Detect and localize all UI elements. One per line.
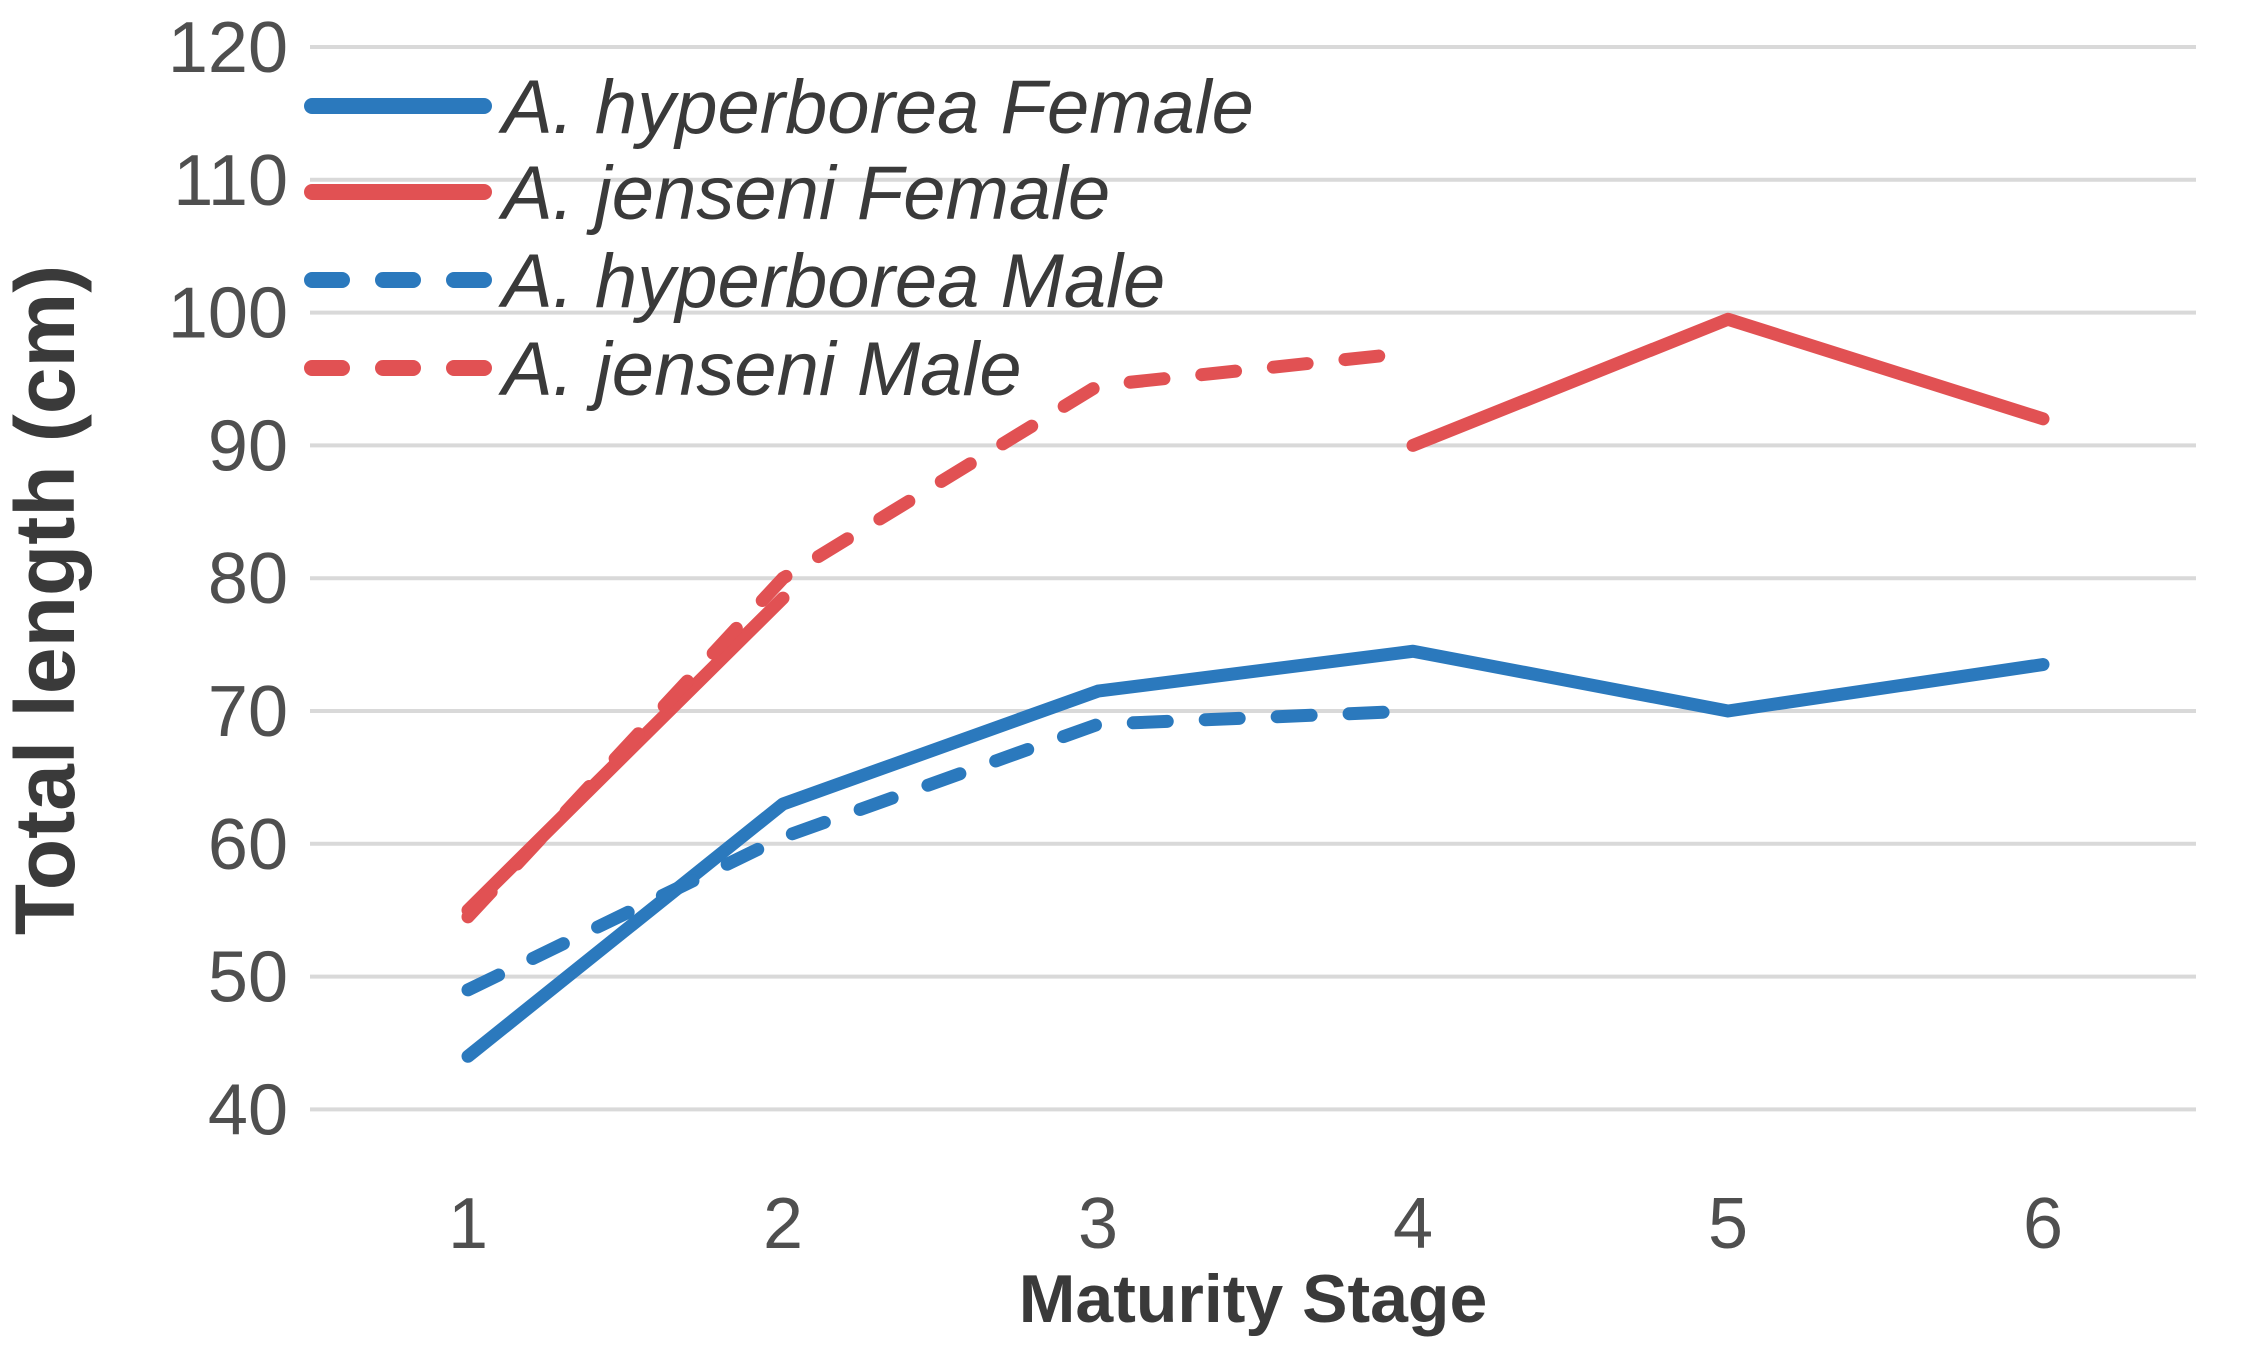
x-tick-label: 3 xyxy=(1078,1184,1118,1264)
x-tick-label: 6 xyxy=(2023,1184,2063,1264)
series-group xyxy=(461,312,2050,1063)
series-line-a-jenseni-female xyxy=(1406,312,2050,452)
y-tick-label: 80 xyxy=(208,539,288,619)
series-line-a-hyperborea-female xyxy=(461,644,2050,1063)
gridlines-group xyxy=(310,45,2196,1112)
x-tick-label: 5 xyxy=(1708,1184,1748,1264)
legend-item-label-a-jenseni-male: A. jenseni Male xyxy=(498,327,1022,412)
y-axis-title: Total length (cm) xyxy=(0,265,92,935)
y-tick-label: 100 xyxy=(168,274,288,354)
legend-item-label-a-hyperborea-female: A. hyperborea Female xyxy=(498,65,1254,150)
x-axis-title: Maturity Stage xyxy=(1019,1261,1488,1337)
x-tick-label: 2 xyxy=(763,1184,803,1264)
y-tick-label: 90 xyxy=(208,406,288,486)
y-tick-label: 60 xyxy=(208,805,288,885)
y-tick-label: 70 xyxy=(208,672,288,752)
legend-item-label-a-hyperborea-male: A. hyperborea Male xyxy=(498,239,1165,324)
series-line-a-hyperborea-male xyxy=(461,704,1420,997)
x-tick-label: 4 xyxy=(1393,1184,1433,1264)
legend-item-label-a-jenseni-female: A. jenseni Female xyxy=(498,151,1110,236)
x-tick-label: 1 xyxy=(448,1184,488,1264)
y-tick-label: 40 xyxy=(208,1070,288,1150)
y-tick-label: 50 xyxy=(208,938,288,1018)
tick-labels-group: 40 50 60 70 80 90 100 110 120 1 2 3 4 5 6 xyxy=(168,8,2063,1264)
y-tick-label: 110 xyxy=(173,141,288,221)
y-tick-label: 120 xyxy=(168,8,288,88)
series-line-a-jenseni-male xyxy=(461,345,1420,924)
